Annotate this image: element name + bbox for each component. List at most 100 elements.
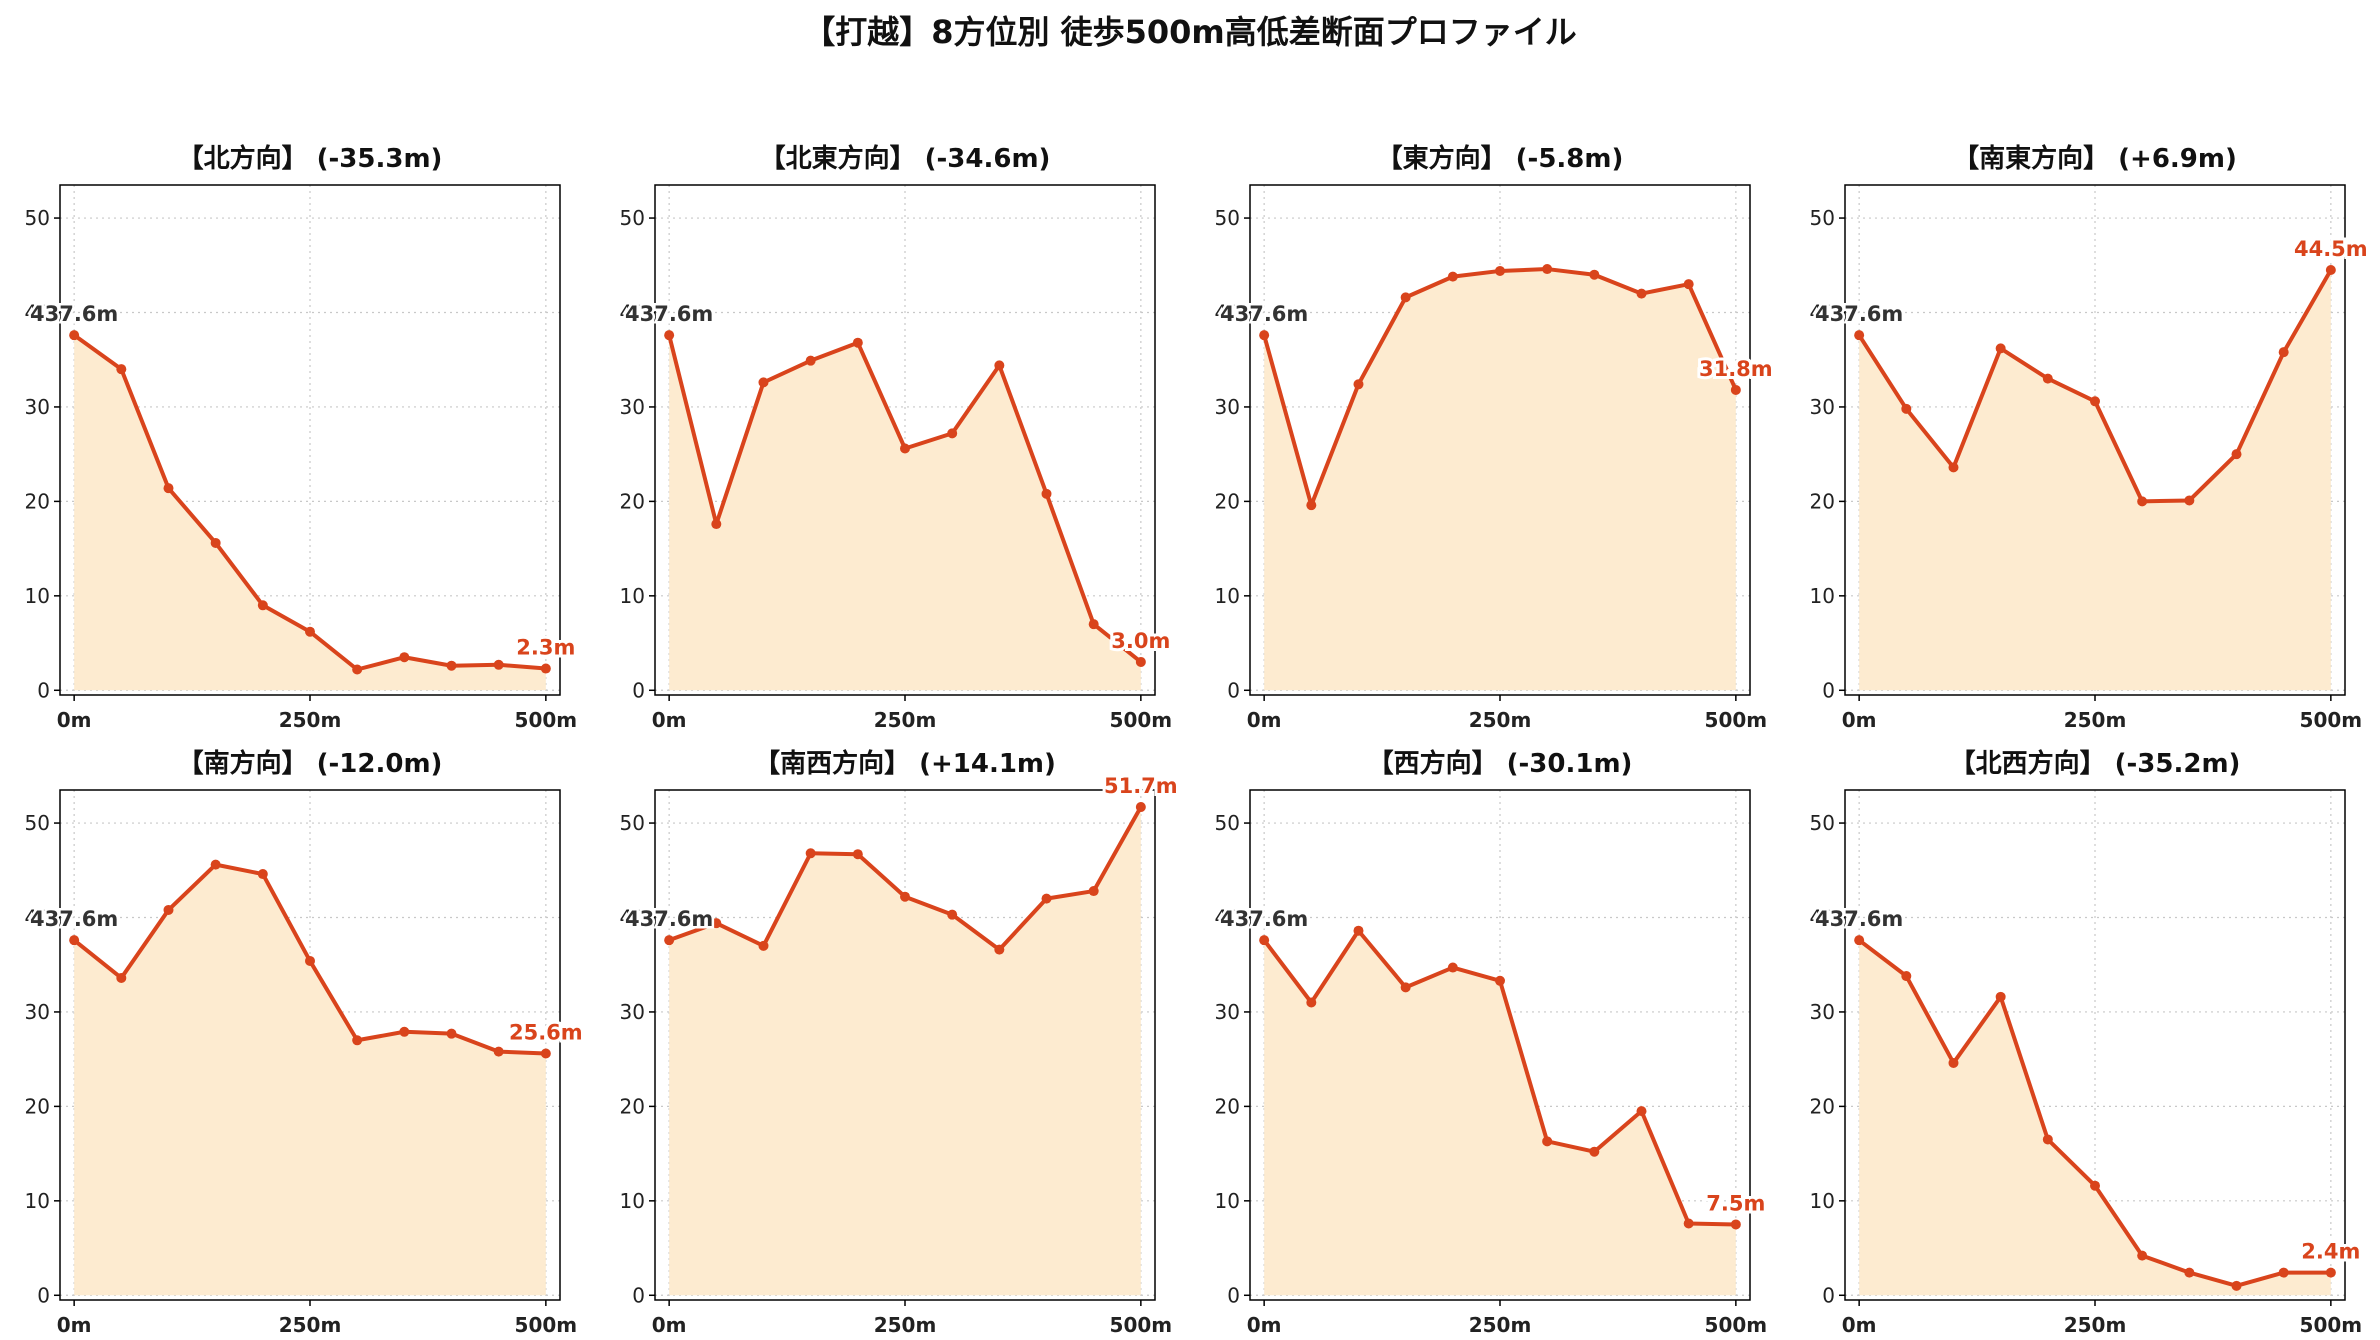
profile-point <box>2184 495 2195 506</box>
y-tick-label: 50 <box>1810 811 1835 835</box>
profile-point <box>994 360 1005 371</box>
profile-point <box>1306 500 1317 511</box>
end-elevation-label: 51.7m <box>1104 774 1178 798</box>
profile-point <box>69 935 80 946</box>
profile-point <box>2042 1134 2053 1145</box>
profile-point <box>900 891 910 902</box>
profile-area <box>1264 269 1736 691</box>
x-tick-label: 250m <box>279 1313 342 1337</box>
panel-title: 【東方向】 (-5.8m) <box>1377 143 1624 174</box>
y-tick-label: 10 <box>1810 584 1835 608</box>
y-tick-label: 30 <box>1810 395 1835 419</box>
profile-point <box>446 660 457 671</box>
profile-point <box>2278 347 2289 358</box>
profile-point <box>1041 893 1052 904</box>
x-tick-label: 500m <box>1705 708 1768 732</box>
profile-point <box>1854 935 1865 946</box>
y-tick-label: 0 <box>37 678 50 702</box>
y-tick-label: 0 <box>632 678 645 702</box>
profile-point <box>493 659 504 670</box>
profile-point <box>947 428 958 439</box>
profile-area <box>1859 270 2331 691</box>
x-tick-label: 0m <box>652 708 687 732</box>
x-tick-label: 0m <box>57 708 92 732</box>
end-elevation-label: 2.3m <box>516 636 575 660</box>
panel-title: 【北方向】 (-35.3m) <box>178 143 443 174</box>
start-elevation-label: 437.6m <box>1815 302 1903 326</box>
profile-point <box>2278 1267 2289 1278</box>
x-tick-label: 250m <box>279 708 342 732</box>
profile-point <box>1447 962 1458 973</box>
x-tick-label: 500m <box>1110 708 1173 732</box>
x-tick-label: 250m <box>1469 708 1532 732</box>
start-elevation-label: 437.6m <box>625 907 713 931</box>
profile-point <box>257 869 268 880</box>
profile-point <box>1730 1219 1741 1230</box>
end-elevation-label: 3.0m <box>1111 629 1170 653</box>
profile-point <box>1901 971 1912 982</box>
y-tick-label: 50 <box>25 811 50 835</box>
profile-point <box>2184 1267 2195 1278</box>
profile-area <box>669 807 1141 1296</box>
y-tick-label: 40 <box>620 301 645 325</box>
y-tick-label: 0 <box>37 1283 50 1307</box>
profile-point <box>1400 292 1411 303</box>
profile-point <box>2090 396 2100 407</box>
y-tick-label: 20 <box>25 489 50 513</box>
profile-point <box>399 652 410 663</box>
profile-point <box>1088 619 1099 630</box>
profile-point <box>1135 656 1146 667</box>
profile-point <box>2325 1267 2336 1278</box>
y-tick-label: 50 <box>1810 206 1835 230</box>
y-tick-label: 40 <box>1810 906 1835 930</box>
profile-point <box>1495 265 1505 276</box>
end-elevation-label: 25.6m <box>509 1021 583 1045</box>
start-elevation-label: 437.6m <box>30 302 118 326</box>
profile-point <box>852 337 863 348</box>
y-tick-label: 20 <box>25 1094 50 1118</box>
y-tick-label: 40 <box>25 906 50 930</box>
x-tick-label: 0m <box>1842 708 1877 732</box>
y-tick-label: 50 <box>620 206 645 230</box>
y-tick-label: 0 <box>1822 1283 1835 1307</box>
profile-point <box>1901 403 1912 414</box>
profile-point <box>2325 265 2336 275</box>
profile-point <box>805 355 816 366</box>
profile-point <box>163 483 174 494</box>
profile-point <box>1542 1136 1553 1147</box>
x-tick-label: 500m <box>1705 1313 1768 1337</box>
profile-point <box>1948 462 1959 473</box>
y-tick-label: 30 <box>1215 1000 1240 1024</box>
profile-point <box>1353 379 1364 390</box>
y-tick-label: 0 <box>632 1283 645 1307</box>
profile-area <box>669 335 1141 691</box>
profile-point <box>1854 330 1865 341</box>
profile-point <box>900 443 910 454</box>
profile-point <box>1683 1218 1694 1229</box>
panel-title: 【南方向】 (-12.0m) <box>178 748 443 779</box>
profile-area <box>74 864 546 1296</box>
profile-point <box>1041 488 1052 499</box>
y-tick-label: 40 <box>1215 301 1240 325</box>
profile-point <box>1683 279 1694 290</box>
profile-point <box>711 918 722 929</box>
x-tick-label: 500m <box>2300 708 2363 732</box>
profile-point <box>1995 343 2006 354</box>
y-tick-label: 0 <box>1227 678 1240 702</box>
profile-point <box>1589 1146 1600 1157</box>
profile-point <box>305 626 315 637</box>
profile-point <box>758 940 769 951</box>
start-elevation-label: 437.6m <box>1220 302 1308 326</box>
profile-point <box>1447 271 1458 282</box>
start-elevation-label: 437.6m <box>625 302 713 326</box>
profile-point <box>664 935 675 946</box>
y-tick-label: 30 <box>25 1000 50 1024</box>
profile-point <box>664 330 675 341</box>
profile-point <box>1730 384 1741 395</box>
x-tick-label: 0m <box>1842 1313 1877 1337</box>
